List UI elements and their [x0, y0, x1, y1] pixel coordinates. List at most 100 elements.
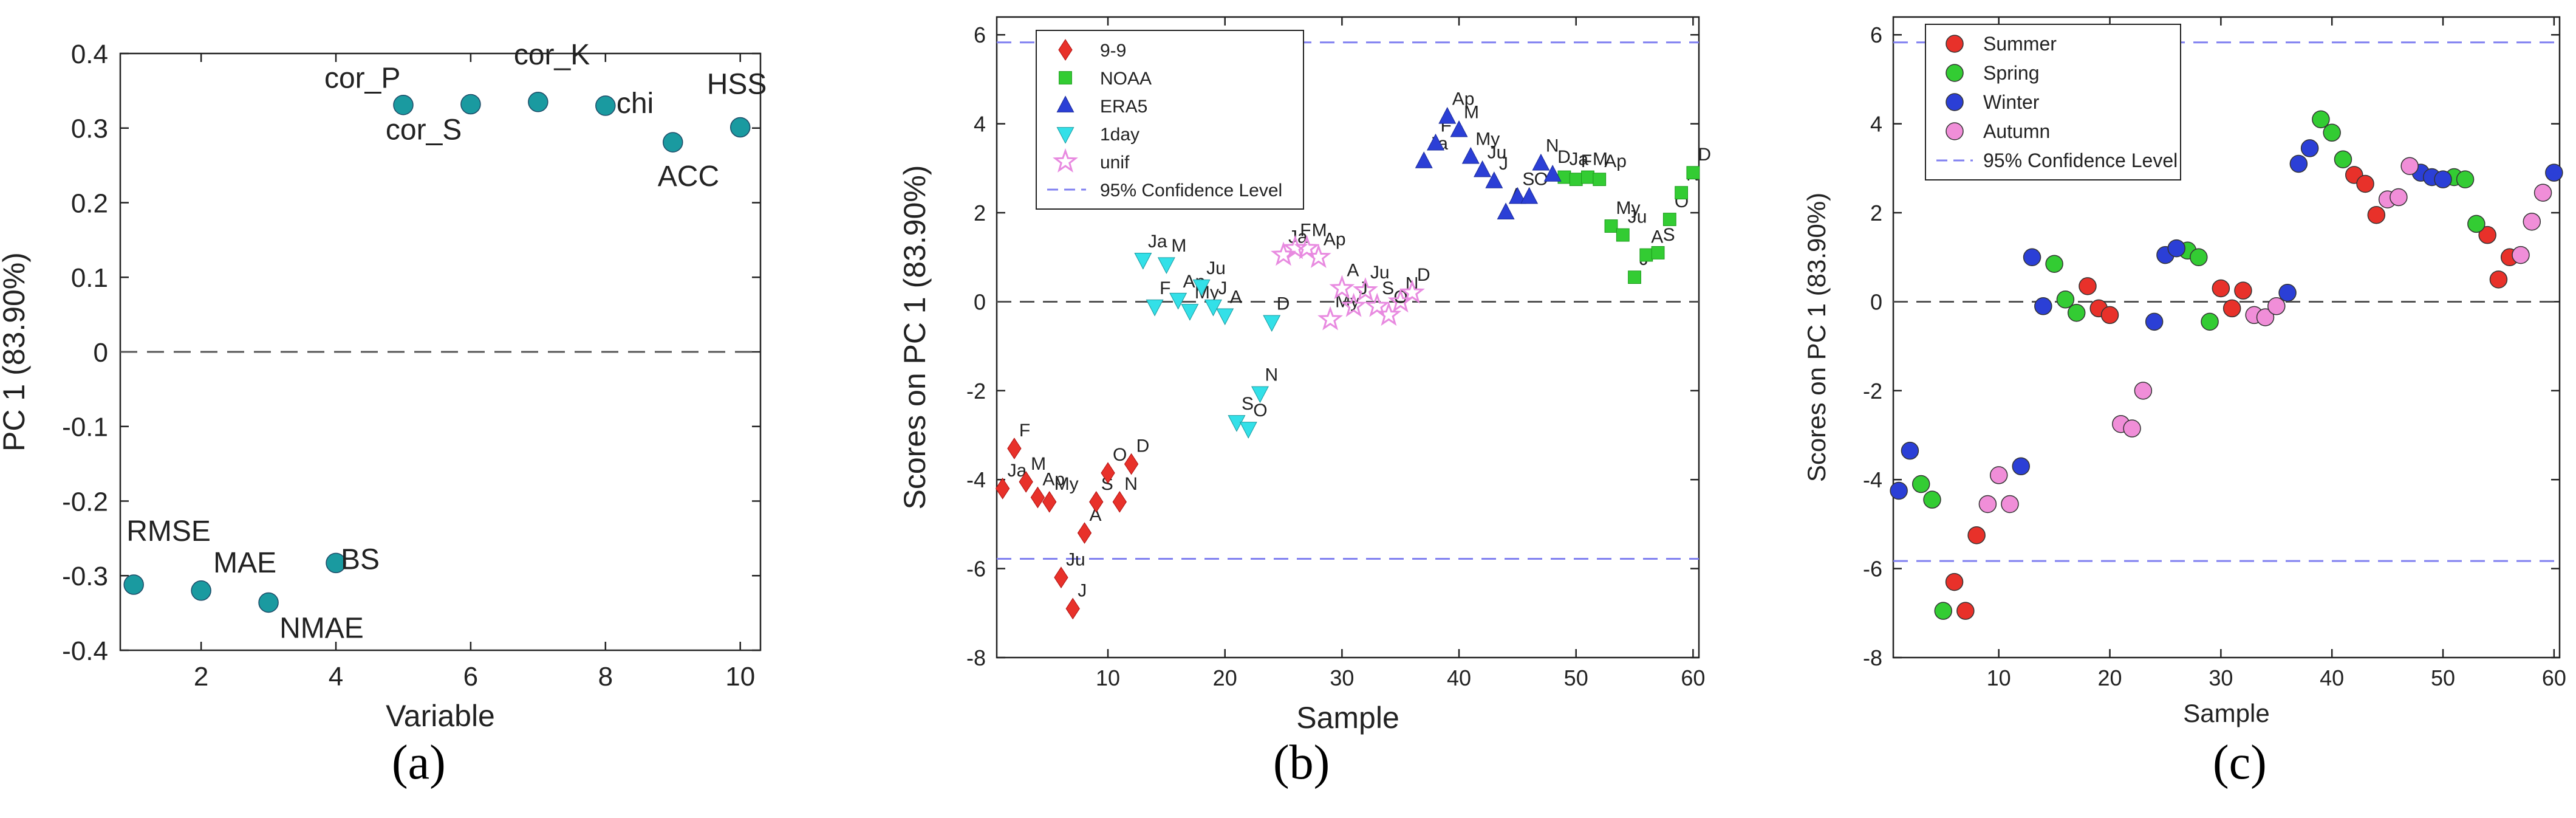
x-tick-label: 10: [1096, 665, 1120, 690]
y-axis-label: Scores on PC 1 (83.90%): [1802, 193, 1831, 482]
month-label: My: [1475, 129, 1500, 150]
data-point: [258, 592, 279, 613]
data-point: [1169, 292, 1187, 310]
data-point: [1967, 526, 1986, 545]
month-label: M: [1171, 236, 1186, 256]
legend-marker: [1946, 35, 1964, 53]
x-tick-label: 2: [194, 662, 208, 692]
y-tick-label: 6: [974, 22, 986, 47]
x-tick-label: 50: [2431, 665, 2455, 690]
month-label: D: [1417, 265, 1430, 285]
month-label: Ja: [1569, 150, 1588, 170]
data-point: [1042, 491, 1057, 513]
data-point: [2489, 270, 2508, 289]
y-tick-label: 0.4: [71, 40, 108, 69]
data-point: [2323, 123, 2341, 142]
data-point: [663, 132, 683, 153]
data-point: [1146, 299, 1164, 317]
data-point: [1124, 453, 1139, 475]
data-point: [1399, 279, 1425, 304]
month-label: S: [1382, 278, 1394, 298]
x-tick-label: 30: [2209, 665, 2233, 690]
data-point: [2300, 139, 2319, 157]
y-tick-label: 0: [974, 289, 986, 314]
caption-a: (a): [392, 736, 446, 789]
data-point: [1030, 486, 1045, 509]
y-tick-label: 0: [94, 338, 108, 368]
data-point: [1978, 495, 1997, 514]
data-point: [2212, 279, 2230, 298]
data-point: [1251, 386, 1269, 404]
data-point: [1956, 602, 1975, 620]
data-point: [1989, 466, 2008, 484]
month-label: Ap: [1324, 229, 1346, 249]
y-tick-label: -2: [1863, 379, 1882, 404]
month-label: A: [1651, 227, 1663, 247]
legend-box: [1036, 30, 1304, 210]
data-point: [2256, 308, 2275, 326]
legend-label: unif: [1100, 153, 1130, 173]
data-point: [2134, 382, 2153, 400]
data-point: [2356, 174, 2374, 193]
data-point: [2390, 188, 2408, 207]
data-point: [2467, 215, 2485, 233]
month-label: Ju: [1066, 549, 1085, 569]
y-tick-label: 0.3: [71, 114, 108, 144]
month-label: M: [1464, 103, 1479, 123]
data-point: [2067, 303, 2086, 322]
month-label: A: [1230, 287, 1242, 307]
data-point: [2523, 212, 2541, 231]
data-point: [1317, 306, 1344, 331]
caption-c: (c): [2213, 736, 2267, 789]
x-tick-label: 4: [329, 662, 343, 692]
month-label: O: [1113, 445, 1127, 465]
y-tick-label: 4: [974, 112, 986, 137]
legend-label: NOAA: [1100, 69, 1152, 89]
y-tick-label: 0.2: [71, 188, 108, 218]
data-point: [1352, 277, 1378, 301]
data-point: [1007, 438, 1022, 459]
legend-marker: [1056, 127, 1074, 144]
legend-label: 1day: [1100, 125, 1139, 145]
month-label: A: [1347, 260, 1359, 280]
y-axis-label: Scores on PC 1 (83.90%): [898, 165, 932, 510]
data-point: [2222, 299, 2241, 318]
data-point: [1341, 292, 1367, 317]
legend-label: 9-9: [1100, 41, 1126, 61]
month-label: Ju: [1488, 143, 1507, 163]
month-label: F: [1160, 278, 1170, 298]
month-label: M: [1312, 221, 1327, 241]
month-label: F: [1581, 151, 1592, 171]
data-point: [2201, 312, 2219, 331]
month-label: Ju: [1206, 258, 1226, 278]
data-point: [1675, 186, 1688, 200]
month-label: D: [1698, 145, 1711, 165]
data-point: [2034, 297, 2052, 315]
x-tick-label: 40: [1447, 665, 1471, 690]
data-point: [1387, 288, 1413, 313]
legend-marker: [1058, 39, 1073, 61]
x-tick-label: 6: [463, 662, 478, 692]
month-label: N: [1546, 136, 1559, 156]
y-tick-label: -0.2: [62, 487, 108, 517]
data-point: [1376, 301, 1402, 326]
point-label: chi: [617, 88, 654, 120]
point-label: ACC: [658, 160, 719, 193]
month-label: M: [1593, 150, 1608, 170]
data-point: [2478, 225, 2496, 244]
data-point: [1294, 235, 1320, 259]
data-point: [2400, 157, 2419, 175]
point-label: BS: [341, 543, 380, 576]
data-point: [1065, 597, 1080, 620]
legend-marker: [1059, 71, 1072, 84]
y-tick-label: -8: [966, 645, 986, 670]
data-point: [1628, 270, 1641, 284]
month-label: Ap: [1042, 470, 1065, 490]
data-point: [995, 478, 1010, 500]
data-point: [2456, 170, 2475, 188]
y-tick-label: -2: [966, 379, 986, 404]
data-point: [1923, 490, 1941, 509]
data-point: [1912, 475, 1930, 493]
